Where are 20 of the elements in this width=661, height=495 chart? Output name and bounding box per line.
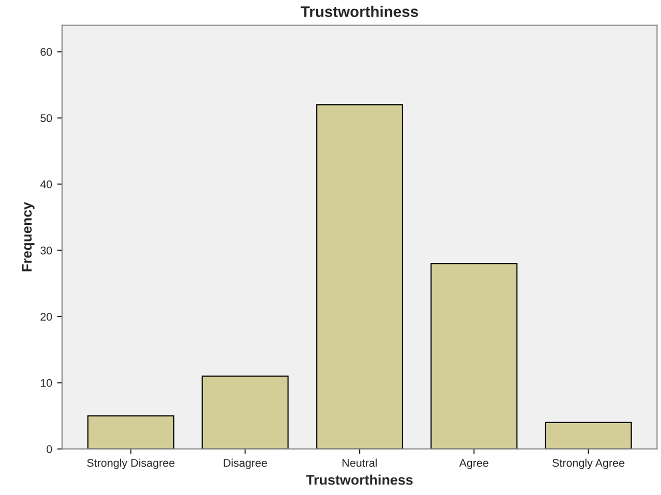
x-tick-label: Strongly Disagree xyxy=(87,458,174,470)
y-tick-label: 10 xyxy=(40,379,52,387)
bar xyxy=(544,422,632,449)
x-tick-label: Neutral xyxy=(342,458,377,467)
bar xyxy=(430,263,518,449)
bar xyxy=(202,376,289,449)
y-tick-label: 0 xyxy=(46,445,52,454)
x-tick-label: Agree xyxy=(459,459,488,470)
x-tick-label: Disagree xyxy=(224,458,267,470)
bar xyxy=(316,104,404,449)
y-tick-label: 50 xyxy=(40,114,52,122)
chart-title: Trustworthiness xyxy=(300,6,418,18)
y-tick-label: 30 xyxy=(40,246,52,254)
y-tick-label: 20 xyxy=(40,312,52,321)
y-tick-label: 40 xyxy=(40,180,52,188)
y-tick-label: 60 xyxy=(40,48,52,56)
y-axis-title: Frequency xyxy=(22,202,34,272)
x-tick-label: Strongly Agree xyxy=(552,458,624,470)
bar xyxy=(87,415,174,449)
x-axis-title: Trustworthiness xyxy=(306,474,413,485)
